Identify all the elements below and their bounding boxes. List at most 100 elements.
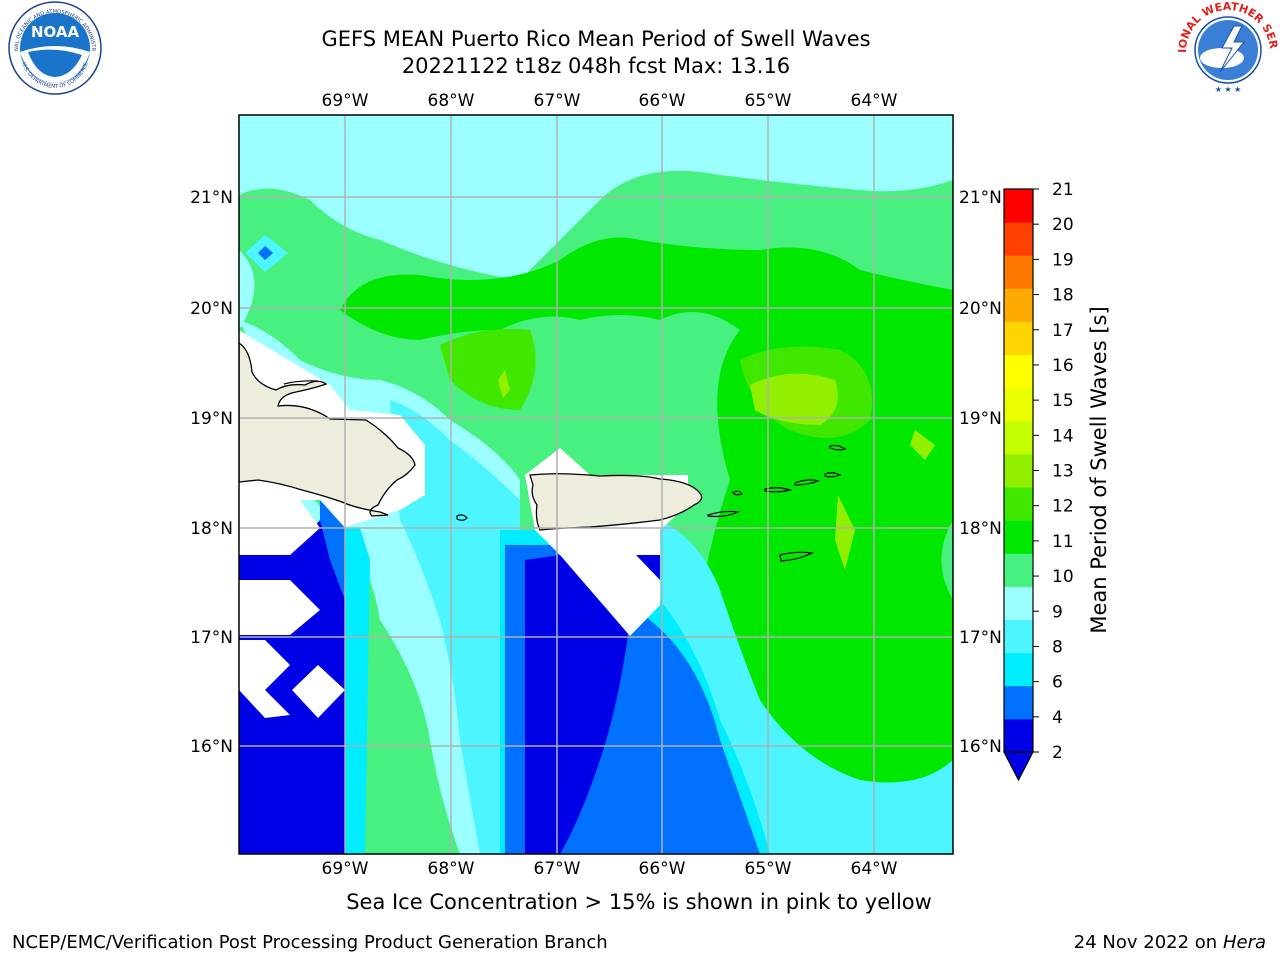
field-11-12s-north <box>440 329 536 410</box>
colorbar-tick-label: 16 <box>1052 356 1074 376</box>
noaa-logo: NOAA NATIONAL OCEANIC AND ATMOSPHERIC AD… <box>0 0 102 95</box>
colorbar-tick-label: 19 <box>1052 250 1074 270</box>
footer-host: Hera <box>1222 932 1266 953</box>
nodata-west-3 <box>292 665 345 718</box>
map-gridlines <box>239 115 953 854</box>
footer-date: 24 Nov 2022 on Hera <box>1074 932 1266 953</box>
land-st-thomas <box>764 487 793 493</box>
lon-label: 67°W <box>534 91 581 111</box>
colorbar-swatch <box>1004 420 1033 455</box>
field-6-8s <box>345 528 370 854</box>
field-12-13s-south <box>835 495 855 570</box>
chart-subtitle: 20221122 t18z 048h fcst Max: 13.16 <box>401 54 791 78</box>
swell-period-field <box>239 115 953 854</box>
colorbar-swatch <box>1004 619 1033 654</box>
lat-label: 21°N <box>190 188 233 208</box>
lon-label: 68°W <box>428 859 475 879</box>
land-tortola <box>794 479 820 486</box>
lat-label: 16°N <box>190 737 233 757</box>
lon-label: 65°W <box>745 91 792 111</box>
land-hispaniola-north-islet <box>283 380 319 385</box>
map-frame <box>238 114 954 855</box>
footer-credit: NCEP/EMC/Verification Post Processing Pr… <box>12 932 608 953</box>
colorbar-tick-label: 2 <box>1052 743 1063 763</box>
colorbar-swatch <box>1004 453 1033 488</box>
nws-logo: NATIONAL WEATHER SERVICE ★ ★ ★ <box>0 0 1280 96</box>
lon-label: 65°W <box>745 859 792 879</box>
colorbar-swatch <box>1004 222 1033 256</box>
nws-ring-text: NATIONAL WEATHER SERVICE <box>0 0 1280 53</box>
lon-label: 69°W <box>322 859 369 879</box>
colorbar-swatch <box>1004 321 1033 356</box>
land-st-croix <box>779 551 815 562</box>
colorbar-tick-label: 17 <box>1052 321 1074 341</box>
field-12-13s-small <box>498 370 510 398</box>
lat-label: 19°N <box>190 409 233 429</box>
caption: Sea Ice Concentration > 15% is shown in … <box>346 890 932 914</box>
field-2-4s-central <box>525 555 630 854</box>
colorbar-tick-label: 10 <box>1052 567 1074 587</box>
svg-text:★ ★ ★: ★ ★ ★ <box>1215 85 1242 94</box>
colorbar-tick-label: 21 <box>1052 180 1074 200</box>
field-anomaly-nw-core <box>258 246 273 260</box>
colorbar-swatch <box>1004 685 1033 720</box>
lat-label: 19°N <box>959 409 1002 429</box>
land-vieques <box>707 510 741 518</box>
colorbar-swatch <box>1004 718 1033 753</box>
footer-date-text: 24 Nov 2022 on <box>1073 932 1218 953</box>
nodata-pr-east <box>636 555 660 580</box>
colorbar-swatch <box>1004 354 1033 389</box>
colorbar-tick-label: 14 <box>1052 426 1074 446</box>
lat-label: 16°N <box>959 737 1002 757</box>
colorbar-label: Mean Period of Swell Waves [s] <box>1087 306 1111 633</box>
colorbar-tick-label: 8 <box>1052 637 1063 657</box>
lat-labels-right: 21°N 20°N 19°N 18°N 17°N 16°N <box>959 188 1002 757</box>
lat-label: 18°N <box>959 519 1002 539</box>
lat-label: 17°N <box>959 628 1002 648</box>
lat-label: 20°N <box>959 299 1002 319</box>
colorbar-tick-label: 4 <box>1052 708 1063 728</box>
lat-labels-left: 21°N 20°N 19°N 18°N 17°N 16°N <box>190 188 233 757</box>
colorbar-swatch <box>1004 255 1033 289</box>
colorbar-tick-label: 13 <box>1052 462 1074 482</box>
colorbar-tick-label: 12 <box>1052 497 1074 517</box>
land-virgin-gorda <box>824 472 842 478</box>
lon-label: 69°W <box>322 91 369 111</box>
land-anegada <box>829 444 847 451</box>
nodata-west-2 <box>239 640 290 718</box>
lon-labels-bottom: 69°W 68°W 67°W 66°W 65°W 64°W <box>322 859 898 879</box>
lon-label: 66°W <box>639 91 686 111</box>
colorbar-swatch <box>1004 487 1033 521</box>
lon-labels-top: 69°W 68°W 67°W 66°W 65°W 64°W <box>322 91 898 111</box>
lon-label: 66°W <box>639 859 686 879</box>
colorbar-swatch <box>1004 520 1033 554</box>
colorbar-tick-label: 18 <box>1052 286 1074 306</box>
colorbar-swatch <box>1004 652 1033 687</box>
noaa-logo-text: NOAA <box>31 23 80 41</box>
land-culebra <box>732 490 743 496</box>
lon-label: 67°W <box>534 859 581 879</box>
colorbar-swatch <box>1004 586 1033 621</box>
colorbar-swatch <box>1004 189 1033 223</box>
colorbar-tick-label: 6 <box>1052 673 1063 693</box>
chart-title: GEFS MEAN Puerto Rico Mean Period of Swe… <box>321 27 871 51</box>
field-8-9s <box>390 400 520 854</box>
land-puerto-rico <box>529 473 703 531</box>
lon-label: 68°W <box>428 91 475 111</box>
colorbar-swatch <box>1004 288 1033 322</box>
lat-label: 17°N <box>190 628 233 648</box>
lat-label: 18°N <box>190 519 233 539</box>
colorbar-swatch <box>1004 553 1033 587</box>
colorbar: 21 20 19 18 17 16 15 14 13 12 11 10 9 8 6 4 2 <box>1003 180 1074 782</box>
svg-text:NATIONAL WEATHER SERVICE: NATIONAL WEATHER SERVICE <box>0 0 1280 53</box>
colorbar-tick-label: 9 <box>1052 602 1063 622</box>
nodata-west-1 <box>239 580 320 635</box>
lat-label: 21°N <box>959 188 1002 208</box>
field-12-13s <box>750 373 838 425</box>
colorbar-tick-label: 15 <box>1052 391 1074 411</box>
colorbar-tick-label: 20 <box>1052 215 1074 235</box>
lon-label: 64°W <box>851 859 898 879</box>
colorbar-tick-label: 11 <box>1052 532 1074 552</box>
lon-label: 64°W <box>851 91 898 111</box>
